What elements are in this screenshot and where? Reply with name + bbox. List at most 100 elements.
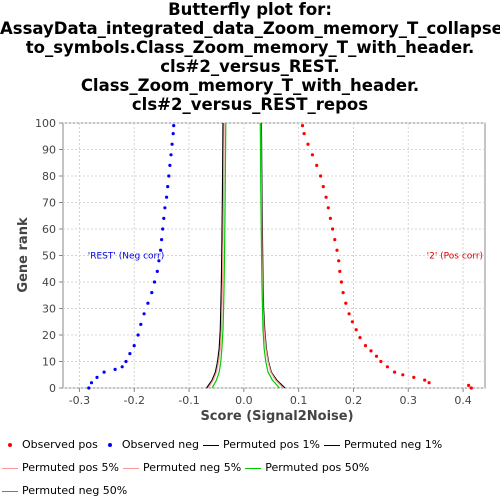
observed-pos-point (321, 185, 325, 189)
observed-neg-point (162, 216, 166, 220)
legend-item: Permuted pos 5% (2, 461, 119, 474)
annotation-label: 'REST' (Neg corr) (88, 252, 165, 262)
y-tick-label: 50 (42, 250, 56, 263)
annotation-label: '2' (Pos corr) (427, 252, 483, 262)
permuted-neg-50-line (211, 122, 227, 389)
observed-neg-point (168, 163, 172, 167)
observed-pos-point (306, 142, 310, 146)
legend-line-swatch (245, 463, 262, 473)
legend-item: Permuted pos 50% (245, 461, 369, 474)
title-line: Class_Zoom_memory_T_with_header. (80, 76, 420, 95)
observed-neg-point (139, 322, 143, 326)
x-tick-label: 0.1 (290, 394, 308, 407)
observed-neg-point (167, 174, 171, 178)
legend: Observed pos Observed neg Permuted pos 1% P… (2, 433, 498, 502)
observed-neg-point (161, 227, 165, 231)
observed-pos-point (302, 132, 306, 136)
legend-line-swatch (324, 440, 340, 450)
axis-ticks: -0.3 -0.2 -0.1 0.0 0.1 0.2 0.3 0.4 0 10 20 30 40 50 60… (35, 117, 472, 407)
observed-neg-point (146, 301, 150, 305)
legend-label: Observed neg (121, 438, 200, 451)
observed-neg-point (155, 269, 159, 273)
observed-neg-point (120, 365, 124, 369)
legend-line-swatch (2, 486, 18, 496)
legend-row: Permuted neg 50% (2, 479, 498, 502)
y-tick-label: 60 (42, 223, 56, 236)
observed-pos-point (328, 216, 332, 220)
observed-pos-point (379, 359, 383, 364)
permuted-lines (206, 122, 286, 389)
title-line: to_symbols.Class_Zoom_memory_T_with_head… (25, 38, 475, 57)
legend-row: Permuted pos 5% Permuted neg 5% Permuted p… (2, 456, 498, 479)
observed-pos-point (331, 227, 335, 231)
butterfly-plot: -0.3 -0.2 -0.1 0.0 0.1 0.2 0.3 0.4 0 10 20 30 40 50 60… (16, 117, 486, 424)
legend-item: Permuted neg 50% (2, 484, 127, 497)
observed-pos-point (300, 124, 305, 128)
observed-neg-point (150, 291, 154, 295)
observed-pos-point (358, 336, 362, 340)
observed-pos-point (339, 280, 343, 284)
observed-pos-point (385, 365, 389, 369)
observed-neg-point (165, 195, 169, 199)
y-tick-label: 90 (42, 144, 56, 157)
title-line: cls#2_versus_REST_repos (131, 95, 369, 114)
observed-pos-point (423, 378, 427, 382)
observed-neg-point (163, 206, 167, 210)
observed-neg-point (170, 142, 174, 146)
observed-pos-point (324, 195, 328, 199)
legend-item: Permuted neg 1% (324, 438, 442, 451)
chart-title: Butterfly plot for: AssayData_integrated… (0, 0, 500, 114)
observed-pos-point (310, 153, 314, 157)
legend-line-swatch (203, 440, 220, 450)
observed-pos-point (354, 328, 358, 332)
observed-pos-point (393, 370, 397, 374)
legend-item: Observed neg (102, 438, 199, 451)
title-line: cls#2_versus_REST. (160, 57, 340, 76)
observed-neg-point (102, 370, 106, 374)
observed-neg-point (124, 359, 128, 364)
y-tick-label: 40 (42, 276, 56, 289)
observed-pos-point (412, 375, 416, 379)
observed-pos-point (469, 386, 473, 390)
observed-pos-point (337, 259, 341, 263)
observed-neg-point (87, 386, 91, 390)
observed-pos-point (341, 291, 345, 295)
observed-pos-point (467, 383, 471, 387)
observed-pos-point (363, 344, 368, 348)
observed-neg-point (172, 124, 176, 128)
permuted-neg-1-line (206, 122, 224, 389)
observed-neg-point (157, 259, 161, 263)
observed-neg-point (171, 132, 175, 136)
observed-neg-point (166, 185, 170, 189)
legend-line-swatch (2, 463, 18, 473)
permuted-neg-5-line (207, 122, 225, 389)
grid (63, 122, 485, 389)
observed-neg-point (142, 312, 146, 316)
observed-pos-point (344, 301, 348, 305)
legend-label: Permuted neg 1% (344, 438, 443, 451)
observed-neg-point (113, 367, 117, 371)
legend-label: Permuted neg 50% (22, 484, 128, 497)
observed-pos-point (326, 206, 330, 210)
y-axis-title: Gene rank (16, 217, 31, 293)
observed-neg-point (89, 381, 94, 385)
legend-label: Permuted pos 5% (22, 461, 119, 474)
observed-neg-point (136, 333, 140, 337)
legend-line-swatch (122, 463, 139, 473)
observed-neg-point (95, 375, 99, 379)
annotations: 'REST' (Neg corr) '2' (Pos corr) (88, 252, 483, 262)
x-tick-label: 0.2 (345, 394, 363, 407)
observed-pos-point (401, 373, 405, 377)
y-tick-label: 70 (42, 197, 56, 210)
x-axis-title: Score (Signal2Noise) (200, 409, 353, 424)
legend-label: Observed pos (22, 438, 98, 451)
observed-pos-point (347, 312, 351, 316)
x-tick-label: -0.2 (124, 394, 145, 407)
observed-pos-point (338, 269, 342, 273)
observed-neg-point (159, 248, 163, 252)
observed-pos-point (350, 320, 354, 324)
plot-area (62, 122, 486, 389)
title-line: Butterfly plot for: (168, 0, 332, 19)
y-tick-label: 100 (35, 117, 56, 130)
legend-dot-swatch (2, 440, 18, 450)
